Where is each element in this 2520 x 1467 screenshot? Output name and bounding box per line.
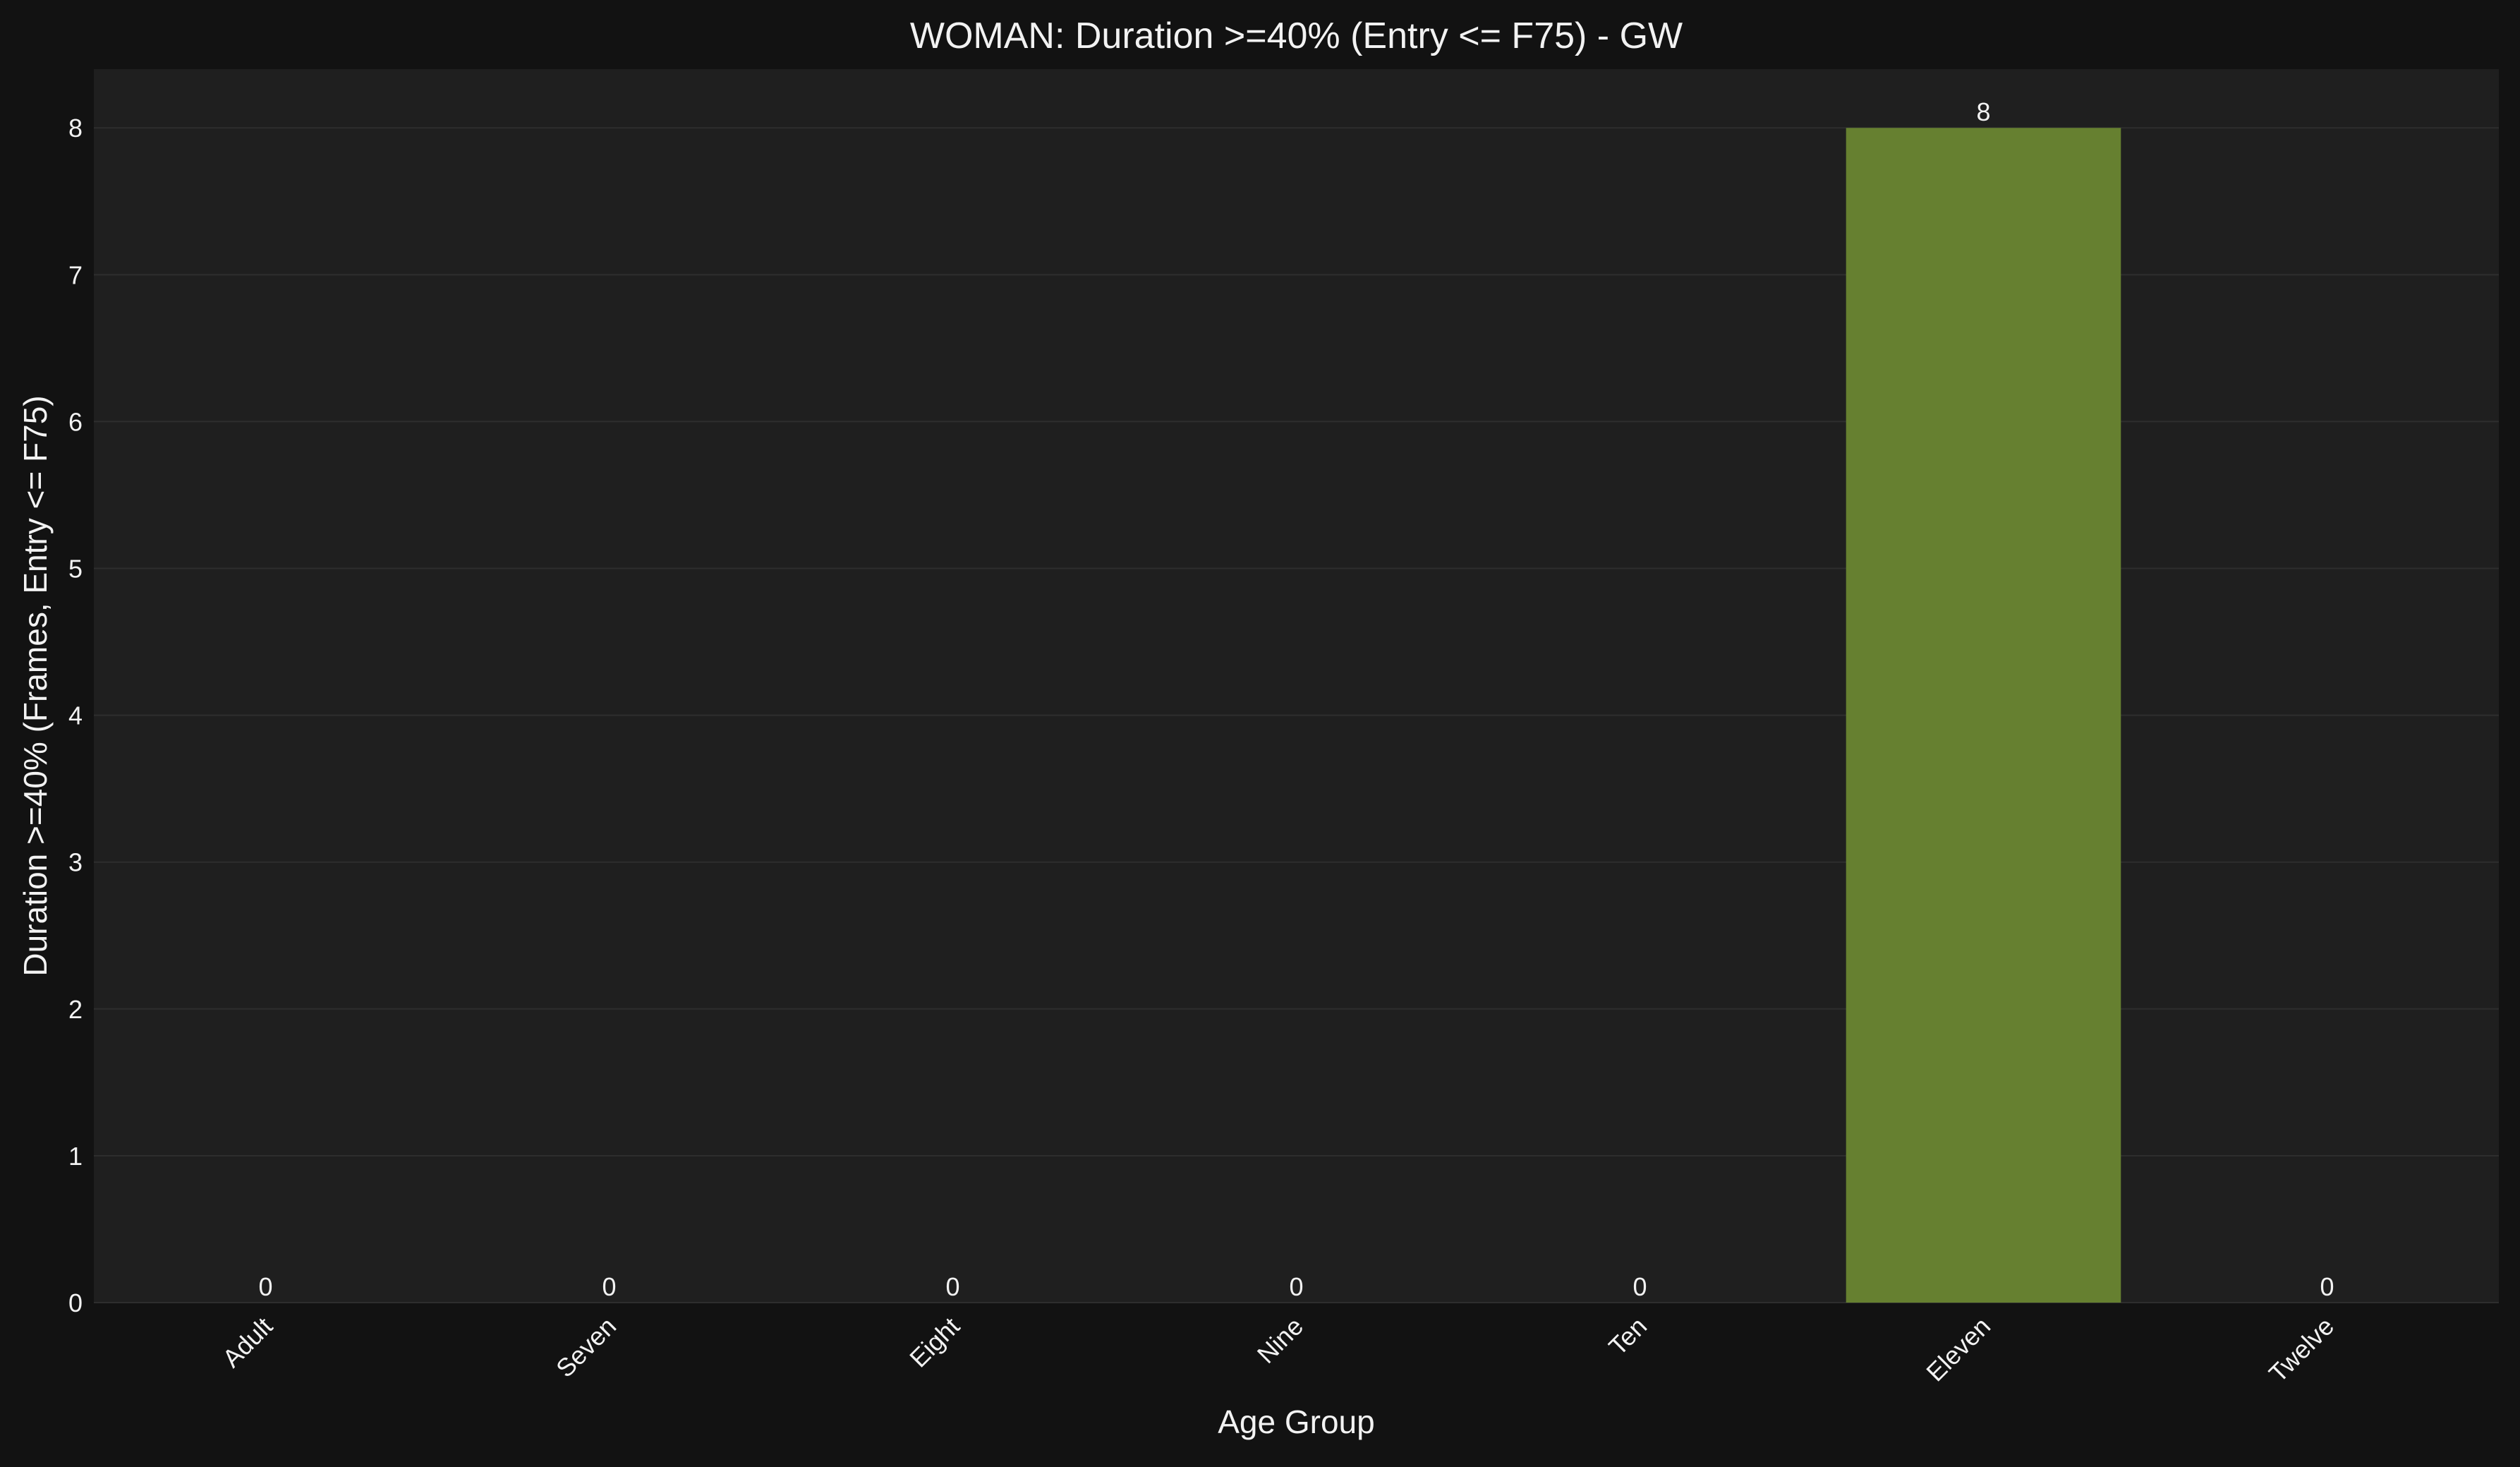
y-axis-ticks: 0 1 2 3 4 5 6 7 8: [68, 114, 83, 1317]
y-tick-label: 2: [68, 995, 83, 1024]
y-axis-label: Duration >=40% (Frames, Entry <= F75): [17, 395, 54, 976]
y-tick-label: 7: [68, 260, 83, 289]
y-tick-label: 6: [68, 407, 83, 436]
y-tick-label: 8: [68, 114, 83, 143]
y-tick-label: 5: [68, 555, 83, 584]
data-label: 0: [1289, 1272, 1303, 1301]
data-label: 0: [945, 1272, 959, 1301]
data-label: 0: [258, 1272, 272, 1301]
y-tick-label: 1: [68, 1142, 83, 1171]
x-axis-label: Age Group: [1218, 1403, 1374, 1440]
data-label: 0: [602, 1272, 616, 1301]
y-tick-label: 4: [68, 701, 83, 730]
bars: [1846, 128, 2121, 1303]
plot-area: [94, 69, 2499, 1303]
y-tick-label: 0: [68, 1288, 83, 1317]
data-label: 0: [2320, 1272, 2334, 1301]
y-tick-label: 3: [68, 848, 83, 877]
data-label: 8: [1976, 97, 1990, 126]
data-labels: 0 0 0 0 0 8 0: [258, 97, 2334, 1301]
chart-title: WOMAN: Duration >=40% (Entry <= F75) - G…: [910, 16, 1683, 56]
data-label: 0: [1632, 1272, 1647, 1301]
bar-eleven: [1846, 128, 2121, 1303]
